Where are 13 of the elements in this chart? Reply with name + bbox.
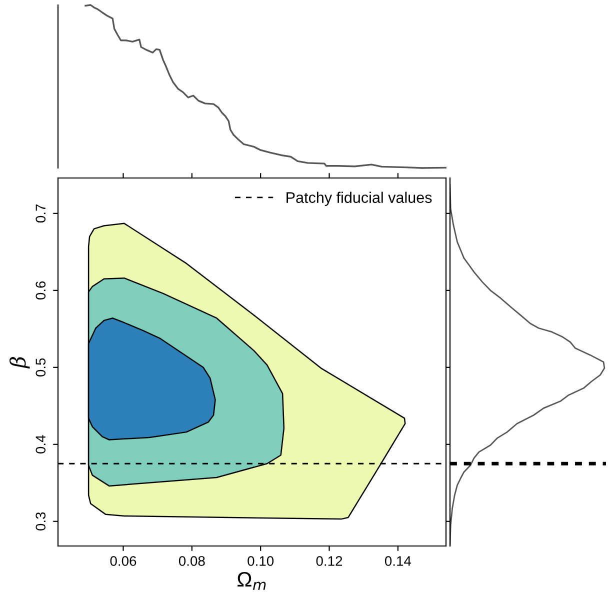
legend-label: Patchy fiducial values <box>286 192 432 206</box>
x-tick-label: 0.12 <box>316 556 342 566</box>
y-axis-title: β <box>10 356 30 369</box>
x-axis-title: Ω$_{m}$ <box>238 572 266 590</box>
x-tick-label: 0.14 <box>384 556 412 566</box>
x-tick-label: 0.06 <box>110 556 136 566</box>
x-tick-label: 0.10 <box>248 556 274 566</box>
y-tick-label: 0.7 <box>36 204 46 223</box>
x-tick-label: 0.08 <box>178 556 205 566</box>
y-tick-label: 0.5 <box>36 358 46 376</box>
y-tick-label: 0.3 <box>36 512 46 530</box>
y-tick-label: 0.6 <box>36 281 46 300</box>
y-tick-label: 0.4 <box>36 435 46 454</box>
